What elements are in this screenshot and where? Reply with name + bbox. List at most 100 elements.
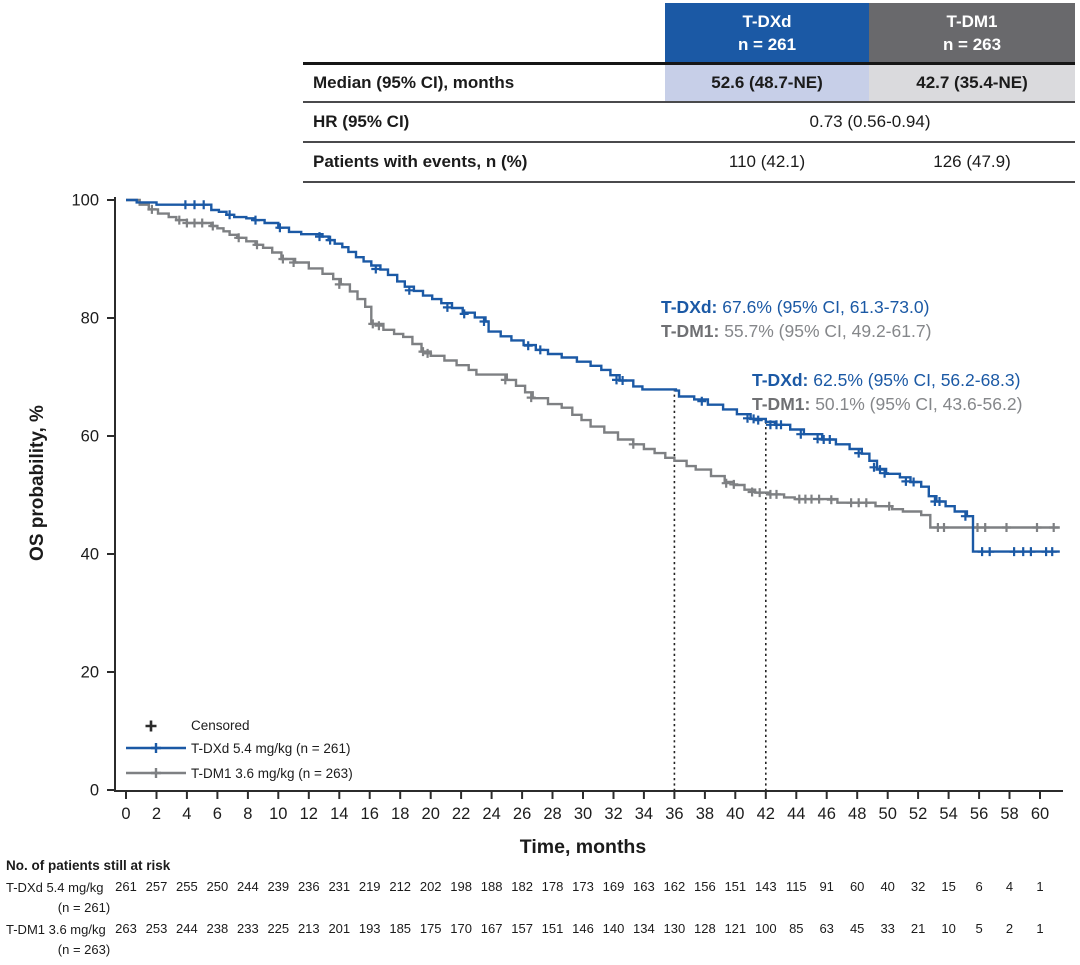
at-risk-count: 263 bbox=[115, 921, 137, 936]
x-tick-label: 8 bbox=[243, 805, 252, 823]
at-risk-count: 63 bbox=[819, 921, 834, 936]
x-tick-label: 58 bbox=[1000, 805, 1018, 823]
at-risk-count: 255 bbox=[176, 879, 198, 894]
row-label-hr: HR (95% CI) bbox=[303, 101, 665, 141]
at-risk-count: 151 bbox=[541, 921, 564, 936]
annotation-42-months: T-DXd: 62.5% (95% CI, 56.2-68.3) T-DM1: … bbox=[752, 368, 1022, 416]
at-risk-count: 85 bbox=[789, 921, 804, 936]
row-label-median: Median (95% CI), months bbox=[303, 62, 665, 101]
summary-table: T-DXd n = 261 T-DM1 n = 263 Median (95% … bbox=[303, 3, 1075, 183]
at-risk-count: 33 bbox=[880, 921, 895, 936]
annotation-value: 55.7% (95% CI, 49.2-61.7) bbox=[724, 321, 932, 341]
at-risk-count: 193 bbox=[358, 921, 381, 936]
at-risk-count: 225 bbox=[267, 921, 290, 936]
at-risk-count: 257 bbox=[145, 879, 168, 894]
x-tick-label: 60 bbox=[1031, 805, 1049, 823]
x-tick-label: 28 bbox=[543, 805, 561, 823]
at-risk-count: 151 bbox=[724, 879, 747, 894]
at-risk-count: 213 bbox=[297, 921, 320, 936]
at-risk-header: No. of patients still at risk bbox=[6, 858, 171, 873]
tdxd-line-icon bbox=[126, 743, 186, 753]
x-tick-label: 44 bbox=[787, 805, 805, 823]
legend-censored-label: Censored bbox=[191, 718, 250, 733]
at-risk-count: 167 bbox=[480, 921, 503, 936]
at-risk-count: 100 bbox=[754, 921, 777, 936]
annotation-line-tdxd: T-DXd: 67.6% (95% CI, 61.3-73.0) bbox=[661, 295, 931, 319]
x-tick-label: 24 bbox=[482, 805, 500, 823]
column-n: n = 261 bbox=[737, 34, 797, 54]
at-risk-count: 163 bbox=[633, 879, 655, 894]
at-risk-count: 202 bbox=[419, 879, 442, 894]
at-risk-count: 121 bbox=[724, 921, 747, 936]
median-tdm1: 42.7 (35.4-NE) bbox=[869, 62, 1075, 101]
at-risk-count: 175 bbox=[419, 921, 442, 936]
x-tick-label: 32 bbox=[604, 805, 622, 823]
at-risk-count: 239 bbox=[267, 879, 290, 894]
censored-plus-icon bbox=[145, 720, 157, 732]
censor-marks-t-dm1 bbox=[147, 204, 1059, 532]
events-tdm1: 126 (47.9) bbox=[869, 141, 1075, 181]
km-curve-t-dm1 bbox=[126, 198, 1060, 529]
x-tick-label: 6 bbox=[213, 805, 222, 823]
axes bbox=[114, 197, 1063, 792]
annotation-value: 67.6% (95% CI, 61.3-73.0) bbox=[722, 297, 930, 317]
x-tick-label: 12 bbox=[300, 805, 318, 823]
at-risk-count: 233 bbox=[237, 921, 259, 936]
x-tick-label: 38 bbox=[696, 805, 714, 823]
at-risk-count: 169 bbox=[602, 879, 625, 894]
row-label-events: Patients with events, n (%) bbox=[303, 141, 665, 181]
x-tick-label: 22 bbox=[452, 805, 470, 823]
column-header-tdxd: T-DXd n = 261 bbox=[665, 3, 869, 62]
at-risk-row-label-tdm1: T-DM1 3.6 mg/kg bbox=[6, 922, 106, 937]
x-tick-label: 34 bbox=[635, 805, 653, 823]
y-tick-label: 100 bbox=[71, 192, 99, 210]
x-tick-label: 52 bbox=[909, 805, 927, 823]
at-risk-count: 253 bbox=[145, 921, 168, 936]
annotation-series-name: T-DM1: bbox=[661, 321, 720, 341]
at-risk-count: 60 bbox=[849, 879, 865, 894]
at-risk-count: 128 bbox=[694, 921, 716, 936]
y-tick-label: 20 bbox=[81, 664, 99, 682]
x-tick-label: 18 bbox=[391, 805, 409, 823]
annotation-value: 50.1% (95% CI, 43.6-56.2) bbox=[815, 394, 1023, 414]
x-tick-label: 36 bbox=[665, 805, 683, 823]
at-risk-count: 1 bbox=[1036, 879, 1044, 894]
at-risk-count: 185 bbox=[389, 921, 412, 936]
at-risk-row-sub-tdm1: (n = 263) bbox=[57, 942, 111, 957]
at-risk-count: 236 bbox=[297, 879, 320, 894]
at-risk-row-label-tdxd: T-DXd 5.4 mg/kg bbox=[6, 880, 104, 895]
at-risk-count: 5 bbox=[975, 921, 983, 936]
x-tick-label: 48 bbox=[848, 805, 866, 823]
at-risk-count: 91 bbox=[819, 879, 834, 894]
column-n: n = 263 bbox=[942, 34, 1002, 54]
at-risk-count: 170 bbox=[450, 921, 472, 936]
x-tick-label: 50 bbox=[879, 805, 897, 823]
tdm1-line-icon bbox=[126, 768, 186, 778]
median-tdxd: 52.6 (48.7-NE) bbox=[665, 62, 869, 101]
at-risk-count: 261 bbox=[115, 879, 137, 894]
annotation-line-tdm1: T-DM1: 50.1% (95% CI, 43.6-56.2) bbox=[752, 392, 1022, 416]
at-risk-count: 231 bbox=[328, 879, 351, 894]
at-risk-count: 188 bbox=[480, 879, 503, 894]
at-risk-count: 1 bbox=[1036, 921, 1044, 936]
y-tick-label: 0 bbox=[90, 782, 99, 800]
at-risk-count: 146 bbox=[572, 921, 594, 936]
at-risk-count: 198 bbox=[450, 879, 472, 894]
annotation-series-name: T-DXd: bbox=[752, 370, 809, 390]
at-risk-count: 2 bbox=[1005, 921, 1014, 936]
at-risk-count: 173 bbox=[572, 879, 594, 894]
events-tdxd: 110 (42.1) bbox=[665, 141, 869, 181]
at-risk-count: 4 bbox=[1005, 879, 1014, 894]
x-tick-label: 40 bbox=[726, 805, 744, 823]
x-tick-label: 10 bbox=[269, 805, 287, 823]
km-curve-t-dxd bbox=[126, 198, 1060, 553]
y-tick-label: 40 bbox=[81, 546, 99, 564]
x-tick-label: 30 bbox=[574, 805, 592, 823]
annotation-series-name: T-DM1: bbox=[752, 394, 811, 414]
annotation-36-months: T-DXd: 67.6% (95% CI, 61.3-73.0) T-DM1: … bbox=[661, 295, 931, 343]
at-risk-count: 32 bbox=[910, 879, 926, 894]
y-axis-title: OS probability, % bbox=[27, 405, 48, 561]
at-risk-count: 244 bbox=[237, 879, 259, 894]
